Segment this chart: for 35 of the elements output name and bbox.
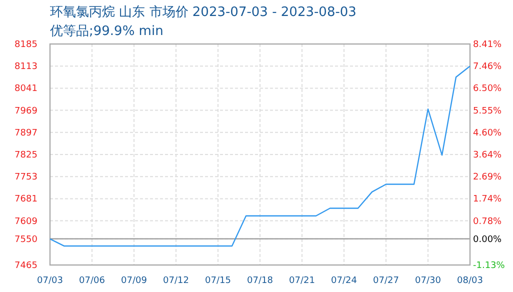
y-tick-label: 7550	[14, 234, 38, 245]
x-tick-label: 07/12	[163, 276, 189, 286]
y2-tick-label: 8.41%	[473, 40, 502, 50]
x-tick-label: 07/18	[247, 276, 274, 286]
x-tick-label: 08/03	[457, 276, 483, 286]
x-tick-label: 07/03	[37, 276, 63, 286]
y-tick-label: 7969	[14, 106, 38, 116]
x-tick-label: 07/06	[79, 276, 106, 286]
y2-tick-label: 5.55%	[473, 106, 502, 116]
x-tick-label: 07/09	[121, 276, 148, 286]
x-tick-label: 07/21	[289, 276, 315, 286]
y-tick-label: 7609	[14, 216, 38, 227]
y2-tick-label: 0.00%	[473, 234, 502, 245]
y-tick-label: 7897	[14, 128, 38, 138]
y2-tick-label: 2.69%	[473, 172, 502, 183]
y-tick-label: 7825	[14, 150, 38, 160]
y2-tick-label: 6.50%	[473, 84, 502, 94]
y-tick-label: 8041	[14, 84, 38, 94]
y-tick-label: 8185	[14, 40, 38, 50]
y2-tick-label: 1.74%	[473, 194, 502, 205]
x-tick-label: 07/30	[415, 276, 442, 286]
y2-tick-label: 4.60%	[473, 128, 502, 138]
y2-tick-label: 0.78%	[473, 216, 502, 227]
chart-title: 环氧氯丙烷 山东 市场价 2023-07-03 - 2023-08-03	[50, 5, 356, 20]
x-tick-label: 07/24	[331, 276, 358, 286]
y-tick-label: 7681	[14, 194, 38, 205]
y2-tick-label: -1.13%	[473, 261, 506, 271]
y-tick-label: 8113	[14, 62, 38, 72]
y-tick-label: 7465	[14, 261, 38, 271]
y2-tick-label: 3.64%	[473, 150, 502, 160]
y2-tick-label: 7.46%	[473, 62, 502, 72]
x-tick-label: 07/27	[373, 276, 399, 286]
y-tick-label: 7753	[14, 172, 38, 183]
x-tick-label: 07/15	[205, 276, 231, 286]
chart-subtitle: 优等品;99.9% min	[50, 24, 164, 39]
